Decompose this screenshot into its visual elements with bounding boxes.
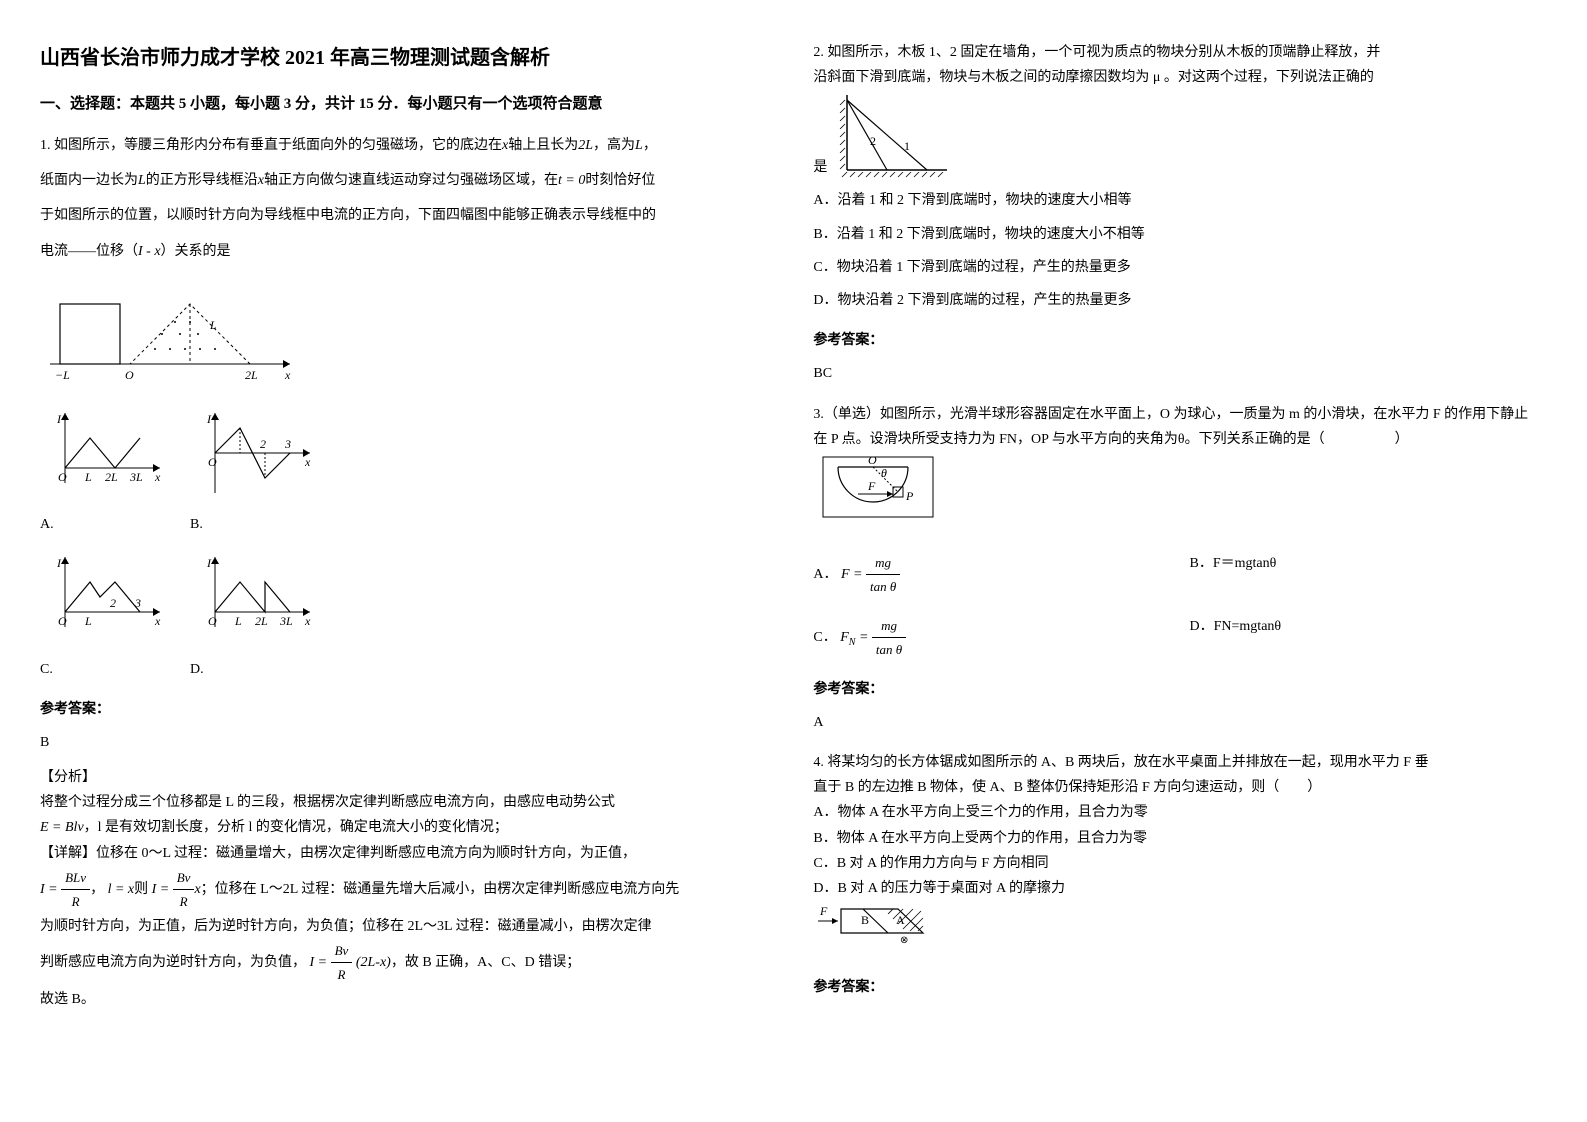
svg-text:2L: 2L bbox=[105, 470, 118, 484]
q1-analysis-10: 故选 B。 bbox=[40, 987, 763, 1012]
q2-figure: 2 1 bbox=[832, 90, 952, 180]
svg-text:F: F bbox=[867, 479, 876, 493]
q3-option-c: C． FN = mgtan θ bbox=[813, 614, 1160, 662]
q1-option-b: I x O 2 3 B. bbox=[190, 403, 320, 537]
q3-answer-label: 参考答案： bbox=[813, 677, 1536, 702]
q3-option-d: D．FN=mgtanθ bbox=[1190, 614, 1537, 662]
q1-analysis-4: I = BLvR， l = x则 I = BvRx；位移在 L～2L 过程：磁通… bbox=[40, 866, 763, 914]
q2-figure-row: 是 2 1 bbox=[813, 90, 1536, 180]
q1-analysis-3: 【详解】位移在 0～L 过程：磁通量增大，由楞次定律判断感应电流方向为顺时针方向… bbox=[40, 841, 763, 866]
svg-text:L: L bbox=[84, 614, 92, 628]
svg-text:−L: −L bbox=[55, 368, 70, 382]
svg-text:3L: 3L bbox=[279, 614, 293, 628]
svg-text:B: B bbox=[861, 913, 869, 927]
section-heading: 一、选择题：本题共 5 小题，每小题 3 分，共计 15 分．每小题只有一个选项… bbox=[40, 91, 763, 118]
q1-answer-label: 参考答案： bbox=[40, 697, 763, 722]
q4-figure: F B A ⊗ bbox=[813, 901, 933, 951]
svg-text:F: F bbox=[819, 904, 828, 918]
question-2: 2. 如图所示，木板 1、2 固定在墙角，一个可视为质点的物块分别从木板的顶端静… bbox=[813, 40, 1536, 387]
q1-analysis-7: 为顺时针方向，为正值，后为逆时针方向，为负值；位移在 2L～3L 过程：磁通量减… bbox=[40, 914, 763, 939]
svg-text:2L: 2L bbox=[255, 614, 268, 628]
q1-text: 1. 如图所示，等腰三角形内分布有垂直于纸面向外的匀强磁场，它的底边在x轴上且长… bbox=[40, 133, 763, 158]
svg-text:I: I bbox=[206, 556, 212, 570]
svg-text:O: O bbox=[208, 614, 217, 628]
q1-option-c: I x O L 2 3 C. bbox=[40, 547, 170, 681]
q2-text-1: 2. 如图所示，木板 1、2 固定在墙角，一个可视为质点的物块分别从木板的顶端静… bbox=[813, 40, 1536, 65]
q3-option-a: A． F = mgtan θ bbox=[813, 551, 1160, 599]
q4-text-1: 4. 将某均匀的长方体锯成如图所示的 A、B 两块后，放在水平桌面上并排放在一起… bbox=[813, 750, 1536, 775]
svg-text:P: P bbox=[905, 489, 914, 503]
svg-text:2: 2 bbox=[870, 134, 876, 148]
q4-option-c: C．B 对 A 的作用力方向与 F 方向相同 bbox=[813, 851, 1536, 876]
svg-text:1: 1 bbox=[904, 139, 910, 153]
q1-option-d: I x O L 2L 3L D. bbox=[190, 547, 320, 681]
q4-option-d: D．B 对 A 的压力等于桌面对 A 的摩擦力 bbox=[813, 876, 1536, 901]
svg-text:L: L bbox=[209, 318, 217, 332]
svg-text:x: x bbox=[304, 455, 311, 469]
svg-text:L: L bbox=[234, 614, 242, 628]
q2-answer-label: 参考答案： bbox=[813, 328, 1536, 353]
q4-text-2: 直于 B 的左边推 B 物体，使 A、B 整体仍保持矩形沿 F 方向匀速运动，则… bbox=[813, 775, 1536, 800]
q1-analysis-label: 【分析】 bbox=[40, 765, 763, 790]
q2-option-c: C．物块沿着 1 下滑到底端的过程，产生的热量更多 bbox=[813, 255, 1536, 280]
q4-answer-label: 参考答案： bbox=[813, 975, 1536, 1000]
q1-main-figure: −L O 2L x L bbox=[40, 274, 300, 384]
question-3: 3.（单选）如图所示，光滑半球形容器固定在水平面上，O 为球心，一质量为 m 的… bbox=[813, 402, 1536, 736]
q3-options-row2: C． FN = mgtan θ D．FN=mgtanθ bbox=[813, 614, 1536, 662]
svg-text:3L: 3L bbox=[129, 470, 143, 484]
q3-options-row1: A． F = mgtan θ B．F＝mgtanθ bbox=[813, 551, 1536, 599]
q1-text-line3: 于如图所示的位置，以顺时针方向为导线框中电流的正方向，下面四幅图中能够正确表示导… bbox=[40, 203, 763, 228]
q3-figure: O θ P F bbox=[813, 452, 943, 527]
q1-answer: B bbox=[40, 730, 763, 755]
svg-text:I: I bbox=[56, 556, 62, 570]
svg-text:O: O bbox=[125, 368, 134, 382]
q1-analysis-1: 将整个过程分成三个位移都是 L 的三段，根据楞次定律判断感应电流方向，由感应电动… bbox=[40, 790, 763, 815]
q3-answer: A bbox=[813, 710, 1536, 735]
svg-text:x: x bbox=[154, 470, 161, 484]
question-1: 1. 如图所示，等腰三角形内分布有垂直于纸面向外的匀强磁场，它的底边在x轴上且长… bbox=[40, 133, 763, 1012]
svg-text:3: 3 bbox=[284, 437, 291, 451]
left-column: 山西省长治市师力成才学校 2021 年高三物理测试题含解析 一、选择题：本题共 … bbox=[40, 40, 763, 1027]
svg-text:3: 3 bbox=[134, 596, 141, 610]
q1-options-row1: I x O L 2L 3L A. I x O bbox=[40, 403, 763, 537]
svg-text:2: 2 bbox=[110, 596, 116, 610]
q4-option-b: B．物体 A 在水平方向上受两个力的作用，且合力为零 bbox=[813, 826, 1536, 851]
svg-text:2L: 2L bbox=[245, 368, 258, 382]
svg-text:I: I bbox=[56, 412, 62, 426]
svg-text:x: x bbox=[284, 368, 291, 382]
q3-option-b: B．F＝mgtanθ bbox=[1190, 551, 1537, 599]
svg-text:O: O bbox=[208, 455, 217, 469]
svg-text:2: 2 bbox=[260, 437, 266, 451]
svg-text:I: I bbox=[206, 412, 212, 426]
q2-option-a: A．沿着 1 和 2 下滑到底端时，物块的速度大小相等 bbox=[813, 188, 1536, 213]
svg-text:x: x bbox=[154, 614, 161, 628]
svg-text:O: O bbox=[868, 453, 877, 467]
right-column: 2. 如图所示，木板 1、2 固定在墙角，一个可视为质点的物块分别从木板的顶端静… bbox=[813, 40, 1536, 1027]
q2-answer: BC bbox=[813, 361, 1536, 386]
q4-option-a: A．物体 A 在水平方向上受三个力的作用，且合力为零 bbox=[813, 800, 1536, 825]
svg-text:x: x bbox=[304, 614, 311, 628]
q1-text-line2: 纸面内一边长为L的正方形导线框沿x轴正方向做匀速直线运动穿过匀强磁场区域，在t … bbox=[40, 168, 763, 193]
svg-text:O: O bbox=[58, 470, 67, 484]
svg-text:⊗: ⊗ bbox=[900, 935, 908, 946]
q1-analysis-8: 判断感应电流方向为逆时针方向，为负值， I = BvR (2L-x)，故 B 正… bbox=[40, 939, 763, 987]
q1-text-line4: 电流——位移（I - x）关系的是 bbox=[40, 239, 763, 264]
question-4: 4. 将某均匀的长方体锯成如图所示的 A、B 两块后，放在水平桌面上并排放在一起… bbox=[813, 750, 1536, 1001]
q1-options-row2: I x O L 2 3 C. I x O bbox=[40, 547, 763, 681]
svg-text:L: L bbox=[84, 470, 92, 484]
q2-option-b: B．沿着 1 和 2 下滑到底端时，物块的速度大小不相等 bbox=[813, 222, 1536, 247]
q1-option-a: I x O L 2L 3L A. bbox=[40, 403, 170, 537]
q2-option-d: D．物块沿着 2 下滑到底端的过程，产生的热量更多 bbox=[813, 288, 1536, 313]
q2-text-3: 是 bbox=[813, 155, 827, 180]
q3-text: 3.（单选）如图所示，光滑半球形容器固定在水平面上，O 为球心，一质量为 m 的… bbox=[813, 402, 1536, 452]
svg-text:O: O bbox=[58, 614, 67, 628]
q1-analysis-2: E = Blv，l 是有效切割长度，分析 l 的变化情况，确定电流大小的变化情况… bbox=[40, 815, 763, 840]
page-title: 山西省长治市师力成才学校 2021 年高三物理测试题含解析 bbox=[40, 40, 763, 76]
q2-text-2: 沿斜面下滑到底端，物块与木板之间的动摩擦因数均为 μ 。对这两个过程，下列说法正… bbox=[813, 65, 1536, 90]
svg-text:θ: θ bbox=[881, 466, 887, 480]
